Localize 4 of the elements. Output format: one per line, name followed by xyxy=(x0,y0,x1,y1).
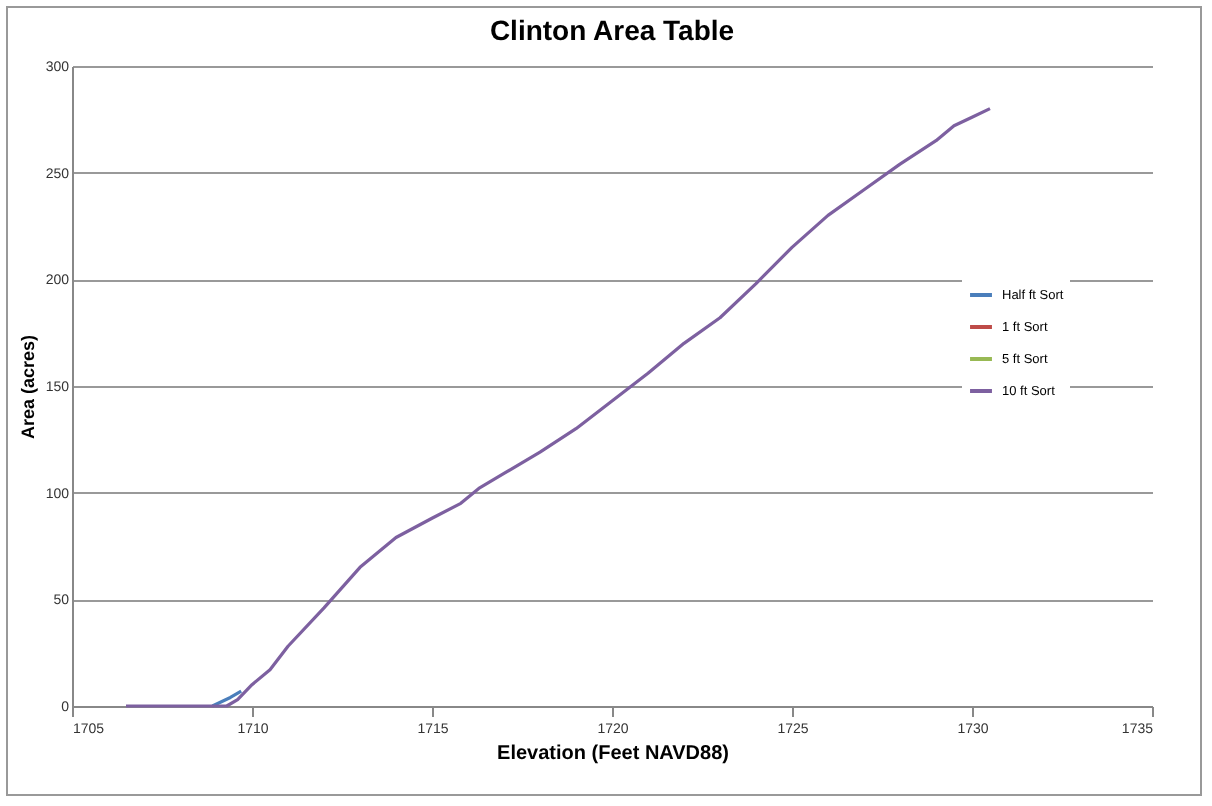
line-series xyxy=(124,107,992,708)
x-axis-title: Elevation (Feet NAVD88) xyxy=(497,743,729,765)
chart-title: Clinton Area Table xyxy=(489,14,735,46)
y-axis-title: Area (acres) xyxy=(17,334,38,440)
